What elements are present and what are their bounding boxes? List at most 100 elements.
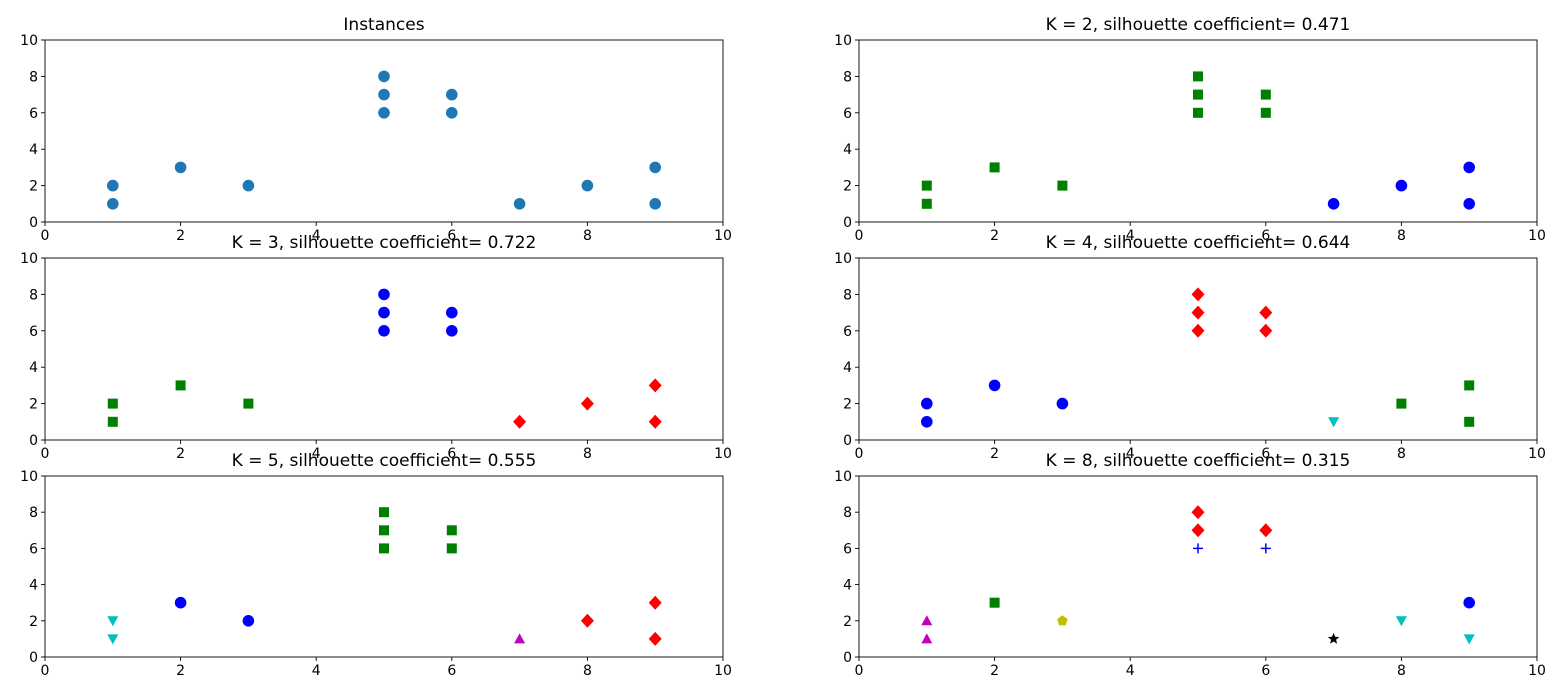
x-tick-label: 8 (1397, 663, 1406, 679)
data-point (1463, 596, 1475, 609)
y-tick-label: 10 (20, 251, 38, 267)
subplot-6: 0 2 4 6 8 10 0 2 4 6 8 10 K = 8, silhouette coeffici… (834, 451, 1546, 679)
data-point (1259, 305, 1273, 320)
data-point (1057, 180, 1068, 191)
x-tick-label: 6 (447, 663, 456, 679)
subplot-title: K = 3, silhouette coefficient= 0.722 (232, 233, 537, 253)
y-tick-label: 6 (843, 106, 852, 122)
data-point (446, 325, 458, 337)
data-point (1464, 416, 1475, 427)
data-point (1463, 634, 1475, 645)
x-tick-label: 4 (1126, 228, 1135, 244)
data-point (243, 398, 254, 409)
data-point (921, 633, 933, 644)
y-tick-label: 2 (29, 397, 38, 413)
data-point (107, 416, 118, 427)
axes-frame (44, 257, 724, 441)
y-tick-label: 2 (843, 614, 852, 630)
data-point (175, 380, 186, 391)
data-point (921, 615, 933, 626)
data-point (921, 198, 932, 209)
subplot-title: K = 2, silhouette coefficient= 0.471 (1046, 15, 1351, 35)
subplot-3: 0 2 4 6 8 10 0 2 4 6 8 10 K = 3, silhouette coeffici… (20, 233, 732, 462)
x-tick-label: 8 (583, 663, 592, 679)
x-tick-label: 4 (312, 446, 321, 462)
data-point (1463, 161, 1475, 174)
data-point (1193, 543, 1203, 554)
data-point (107, 398, 118, 409)
x-tick-label: 6 (1261, 228, 1270, 244)
axes-frame (858, 257, 1538, 441)
x-tick-label: 4 (1126, 446, 1135, 462)
subplot-4: 0 2 4 6 8 10 0 2 4 6 8 10 K = 4, silhouette coeffici… (834, 233, 1546, 462)
y-tick-label: 6 (29, 324, 38, 340)
subplot-title: K = 4, silhouette coefficient= 0.644 (1046, 233, 1351, 253)
data-point (242, 179, 255, 192)
data-point (648, 631, 662, 646)
axes-frame (858, 39, 1538, 223)
data-point (379, 543, 389, 554)
data-point (378, 70, 390, 83)
data-point (174, 161, 187, 174)
data-point (446, 525, 457, 536)
data-point (580, 613, 594, 628)
x-tick-label: 6 (1261, 446, 1270, 462)
x-tick-label: 4 (1126, 663, 1135, 679)
x-tick-label: 2 (990, 446, 999, 462)
data-point (581, 179, 594, 192)
y-tick-label: 6 (29, 106, 38, 122)
axes-frame (858, 475, 1538, 658)
y-tick-label: 10 (834, 33, 852, 49)
x-tick-label: 2 (176, 446, 185, 462)
y-tick-label: 0 (843, 215, 852, 231)
x-tick-label: 8 (583, 446, 592, 462)
data-point (378, 88, 390, 101)
subplot-title: K = 5, silhouette coefficient= 0.555 (232, 451, 537, 471)
data-point (648, 414, 662, 429)
axes-frame (44, 475, 724, 658)
x-tick-label: 10 (714, 446, 732, 462)
y-tick-label: 2 (29, 614, 38, 630)
data-point (378, 325, 390, 337)
x-tick-label: 8 (1397, 446, 1406, 462)
x-tick-label: 2 (176, 228, 185, 244)
data-point (107, 179, 119, 192)
y-tick-label: 0 (843, 433, 852, 449)
x-tick-label: 0 (41, 228, 50, 244)
x-tick-label: 2 (990, 663, 999, 679)
y-tick-label: 0 (29, 433, 38, 449)
y-tick-label: 0 (843, 650, 852, 666)
data-point (1191, 323, 1205, 338)
data-point (1193, 71, 1203, 82)
data-point (107, 634, 119, 645)
x-tick-label: 6 (447, 446, 456, 462)
data-point (378, 107, 390, 119)
subplot-title: Instances (343, 15, 424, 35)
data-point (989, 597, 1000, 608)
data-point (921, 180, 932, 191)
data-point (242, 615, 255, 627)
y-tick-label: 2 (29, 179, 38, 195)
y-tick-label: 4 (843, 578, 852, 594)
y-tick-label: 10 (834, 469, 852, 485)
y-tick-label: 8 (29, 69, 38, 85)
x-tick-label: 0 (855, 663, 864, 679)
x-tick-label: 0 (855, 228, 864, 244)
x-tick-label: 6 (1261, 663, 1270, 679)
data-point (1193, 107, 1203, 118)
data-point (446, 88, 458, 101)
data-point (107, 198, 119, 210)
data-point (921, 416, 933, 428)
axes-frame (44, 39, 724, 223)
x-tick-label: 4 (312, 228, 321, 244)
data-point (1057, 615, 1068, 626)
data-point (174, 596, 187, 609)
y-tick-label: 6 (29, 541, 38, 557)
y-tick-label: 6 (843, 324, 852, 340)
y-tick-label: 4 (29, 578, 38, 594)
x-tick-label: 4 (312, 663, 321, 679)
y-tick-label: 0 (29, 215, 38, 231)
y-tick-label: 10 (20, 469, 38, 485)
x-tick-label: 0 (855, 446, 864, 462)
data-point (1193, 89, 1203, 100)
